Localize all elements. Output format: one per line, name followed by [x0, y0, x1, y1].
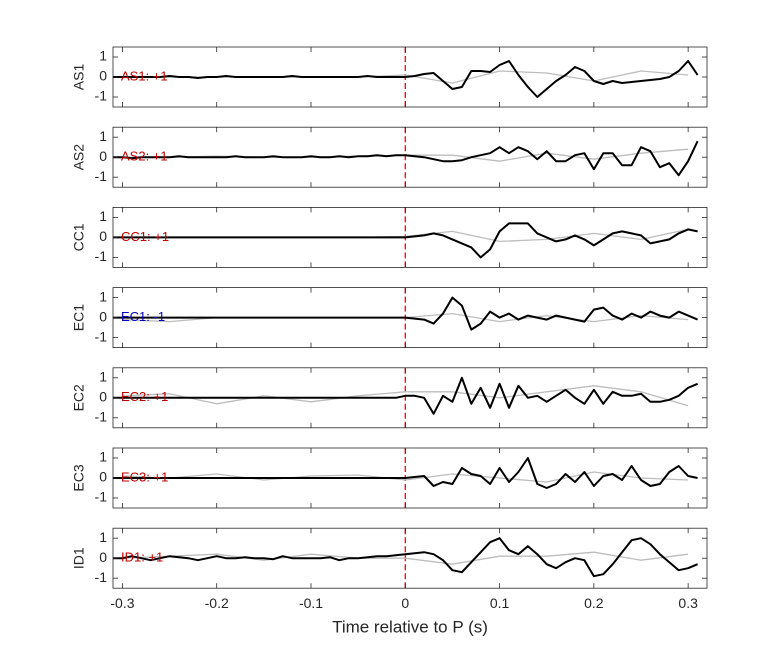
trace	[113, 222, 698, 259]
y-tick-label: -1	[95, 328, 108, 344]
trace-label: EC1: -1	[121, 309, 165, 324]
y-axis-label: CC1	[71, 223, 87, 251]
y-tick-label: -1	[95, 489, 108, 505]
y-tick-label: 0	[99, 469, 107, 485]
y-tick-label: 0	[99, 148, 107, 164]
y-tick-label: 1	[99, 449, 107, 465]
trace	[113, 376, 698, 415]
y-tick-label: 1	[99, 208, 107, 224]
y-axis-label: EC3	[71, 464, 87, 491]
x-axis-label: Time relative to P (s)	[332, 618, 488, 637]
x-tick-label: -0.2	[205, 595, 229, 611]
trace	[122, 471, 689, 483]
x-tick-label: -0.1	[299, 595, 323, 611]
x-tick-label: 0.1	[490, 595, 510, 611]
trace-label: EC3: +1	[121, 469, 168, 484]
y-tick-label: -1	[95, 409, 108, 425]
y-tick-label: 1	[99, 128, 107, 144]
trace	[122, 551, 689, 565]
y-tick-label: 1	[99, 369, 107, 385]
trace-label: AS1: +1	[121, 68, 168, 83]
y-tick-label: -1	[95, 168, 108, 184]
y-axis-label: AS1	[71, 64, 87, 91]
trace	[113, 537, 698, 578]
y-axis-label: ID1	[71, 547, 87, 569]
y-tick-label: 0	[99, 308, 107, 324]
y-tick-label: 0	[99, 389, 107, 405]
x-tick-label: 0	[401, 595, 409, 611]
trace-label: ID1: +1	[121, 550, 163, 565]
x-tick-label: 0.3	[678, 595, 698, 611]
y-tick-label: 0	[99, 68, 107, 84]
trace	[113, 140, 699, 177]
trace	[122, 385, 689, 407]
y-tick-label: 1	[99, 529, 107, 545]
y-tick-label: 0	[99, 549, 107, 565]
y-tick-label: -1	[95, 88, 108, 104]
trace	[113, 296, 698, 331]
y-axis-label: AS2	[71, 144, 87, 171]
trace	[113, 60, 699, 98]
trace-label: EC2: +1	[121, 389, 168, 404]
y-tick-label: 1	[99, 48, 107, 64]
x-tick-label: -0.3	[110, 595, 134, 611]
y-tick-label: 0	[99, 228, 107, 244]
trace	[113, 457, 698, 489]
y-tick-label: -1	[95, 248, 108, 264]
y-axis-label: EC2	[71, 384, 87, 411]
y-tick-label: 1	[99, 288, 107, 304]
y-tick-label: -1	[95, 569, 108, 585]
x-tick-label: 0.2	[584, 595, 604, 611]
trace-label: CC1: +1	[121, 229, 169, 244]
y-axis-label: EC1	[71, 304, 87, 331]
trace-label: AS2: +1	[121, 149, 168, 164]
